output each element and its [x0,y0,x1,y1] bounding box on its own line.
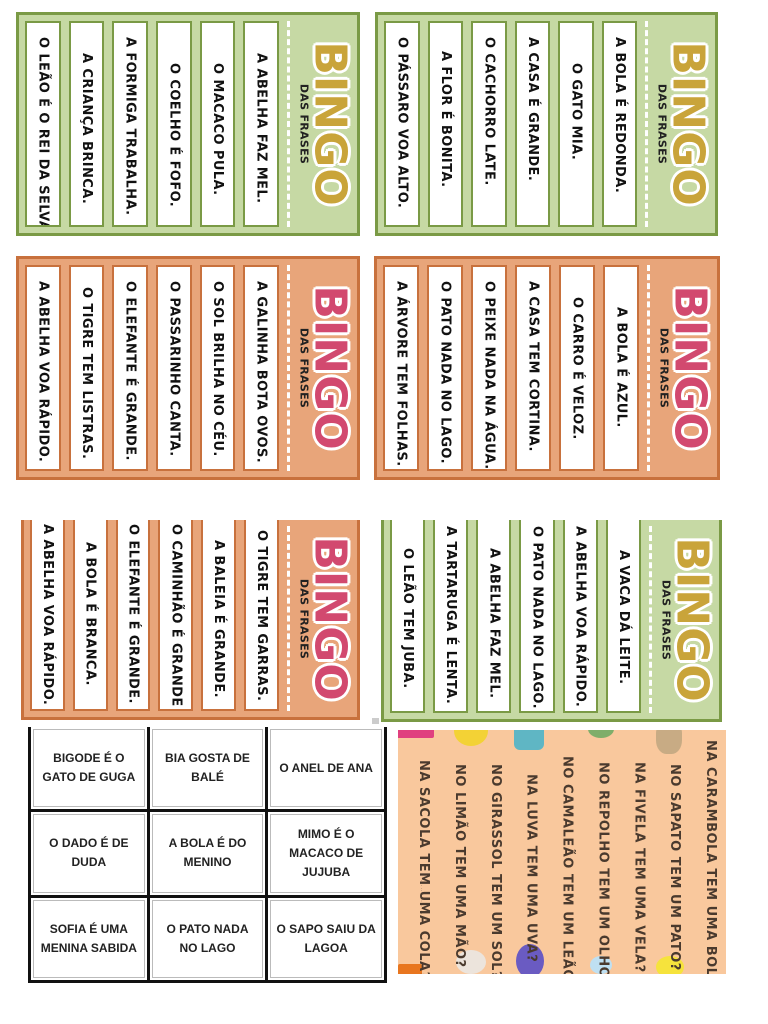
phrase-strip: A ABELHA VOA RÁPIDO. [30,520,65,711]
cut-line [287,21,290,227]
question: NA CARAMBOLA TEM UMA BOLA? [703,740,718,974]
bingo-subtitle: DAS FRASES [298,83,312,165]
phrase-strip: O SOL BRILHA NO CÉU. [199,265,236,471]
bag-illustration [398,730,434,738]
phrase-strip: O CACHORRO LATE. [471,21,507,227]
phrase-strip: A CASA TEM CORTINA. [515,265,551,471]
question: NO REPOLHO TEM UM OLHO? [595,762,611,974]
card-header: BINGO DAS FRASES [285,520,357,717]
grid-cell: O SAPO SAIU DA LAGOA [268,897,384,980]
grid-cell: MIMO É O MACACO DE JUJUBA [268,812,384,895]
grid-cell: A BOLA É DO MENINO [149,812,266,895]
phrase-strip: A VACA DÁ LEITE. [605,520,641,713]
phrase-strip: A ABELHA VOA RÁPIDO. [24,265,61,471]
phrase-strip: O TIGRE TEM GARRAS. [244,520,279,711]
bingo-subtitle: DAS FRASES [660,579,674,660]
phrase-strip: O PÁSSARO VOA ALTO. [384,21,420,227]
phrase-strip: O TIGRE TEM LISTRAS. [68,265,105,471]
question: NO LIMÃO TEM UMA MÃO? [451,764,467,968]
grapes-illustration [516,944,544,974]
phrase-strip: A ABELHA FAZ MEL. [243,21,279,227]
bingo-title: BINGO [305,535,357,702]
phrase-strip: A ÁRVORE TEM FOLHAS. [383,265,419,471]
phrase-strip: O GATO MIA. [558,21,594,227]
question: NA FIVELA TEM UMA VELA? [631,762,647,973]
bingo-subtitle: DAS FRASES [656,83,670,165]
question: NO SAPATO TEM UM PATO? [667,764,683,971]
bingo-card-2: BINGO DAS FRASES A ABELHA FAZ MEL. O MAC… [16,12,360,236]
cabbage-illustration [588,730,614,738]
grid-cell: O PATO NADA NO LAGO [149,897,266,980]
card-header: BINGO DAS FRASES [645,259,717,477]
grid-cell: SOFIA É UMA MENINA SABIDA [31,897,147,980]
phrase-strip: O CAMINHÃO É GRANDE [158,520,194,711]
phrase-strip: O ELEFANTE É GRANDE. [112,265,148,471]
bingo-subtitle: DAS FRASES [298,578,312,659]
phrase-strip: O LEÃO TEM JUBA. [389,520,426,713]
phrase-strip: A BOLA É BRANCA. [72,520,108,711]
bingo-card-3: BINGO DAS FRASES A BOLA É AZUL. O CARRO … [374,256,720,480]
phrase-strip: A ABELHA VOA RÁPIDO. [562,520,598,713]
phrase-strip: O PEIXE NADA NA ÁGUA. [471,265,507,471]
crop-mark [372,718,379,724]
phrase-strip: A FLOR É BONITA. [427,21,463,227]
hand-illustration [456,950,486,974]
credit-text: · · · · · · · · · · · · · · · [419,880,424,917]
phrase-strip: A TARTARUGA É LENTA. [433,520,469,713]
bingo-title: BINGO [663,41,715,207]
sun-illustration [656,956,684,974]
cut-line [649,526,652,713]
phrase-strip: A CRIANÇA BRINCA. [68,21,105,227]
phrase-strip: A BOLA É AZUL. [603,265,639,471]
cut-line [287,265,290,471]
phrase-grid: BIGODE É O GATO DE GUGA BIA GOSTA DE BAL… [28,727,387,983]
phrase-strip: O MACACO PULA. [199,21,236,227]
phrase-strip: O ELEFANTE É GRANDE. [115,520,151,711]
phrase-strip: O LEÃO É O REI DA SELVA. [24,21,61,227]
question-list: NA CARAMBOLA TEM UMA BOLA? NO SAPATO TEM… [416,730,718,974]
phrase-strip: O PASSARINHO CANTA. [155,265,192,471]
bingo-title: BINGO [665,285,717,451]
phrase-strip: A ABELHA FAZ MEL. [476,520,512,713]
phrase-strip: O CARRO É VELOZ. [559,265,595,471]
phrase-strip: A CASA É GRANDE. [514,21,550,227]
eye-illustration [590,956,612,974]
phrase-strip: O PATO NADA NO LAGO. [519,520,555,713]
question: NO CAMALEÃO TEM UM LEÃO? [559,756,575,974]
lemon-illustration [454,730,488,746]
bingo-card-4: BINGO DAS FRASES A GALINHA BOTA OVOS. O … [16,256,360,480]
bingo-title: BINGO [667,536,719,703]
bingo-card-5: BINGO DAS FRASES A VACA DÁ LEITE. A ABEL… [381,520,722,722]
phrase-strip: O PATO NADA NO LAGO. [427,265,463,471]
phrase-strip: O COELHO É FOFO. [155,21,192,227]
card-header: BINGO DAS FRASES [285,15,357,233]
cut-line [647,265,650,471]
glue-illustration [398,964,422,974]
card-header: BINGO DAS FRASES [647,520,719,719]
bingo-card-1: BINGO DAS FRASES A BOLA É REDONDA. O GAT… [375,12,718,236]
bingo-card-6: BINGO DAS FRASES O TIGRE TEM GARRAS. A B… [21,520,360,720]
bingo-title: BINGO [305,285,357,451]
phrase-strip: A GALINHA BOTA OVOS. [243,265,279,471]
cut-line [287,526,290,711]
grid-cell: O DADO É DE DUDA [31,812,147,895]
shoe-illustration [656,730,682,754]
question: NA LUVA TEM UMA UVA? [523,774,539,963]
bingo-title: BINGO [305,41,357,207]
question-poster: · · · · · · · · · · · · · · · NA CARAMBO… [398,730,726,974]
glove-illustration [514,730,544,750]
phrase-strip: A FORMIGA TRABALHA. [112,21,148,227]
card-header: BINGO DAS FRASES [285,259,357,477]
question: NO GIRASSOL TEM UM SOL? [487,764,503,974]
phrase-strip: A BOLA É REDONDA. [601,21,637,227]
cut-line [645,21,648,227]
grid-cell: BIA GOSTA DE BALÉ [149,727,266,810]
phrase-strip: A BALEIA É GRANDE. [201,520,237,711]
bingo-subtitle: DAS FRASES [298,327,312,409]
grid-cell: BIGODE É O GATO DE GUGA [31,727,147,810]
question: NA SACOLA TEM UMA COLA? [416,760,431,974]
grid-cell: O ANEL DE ANA [268,727,384,810]
bingo-subtitle: DAS FRASES [658,327,672,409]
card-header: BINGO DAS FRASES [643,15,715,233]
